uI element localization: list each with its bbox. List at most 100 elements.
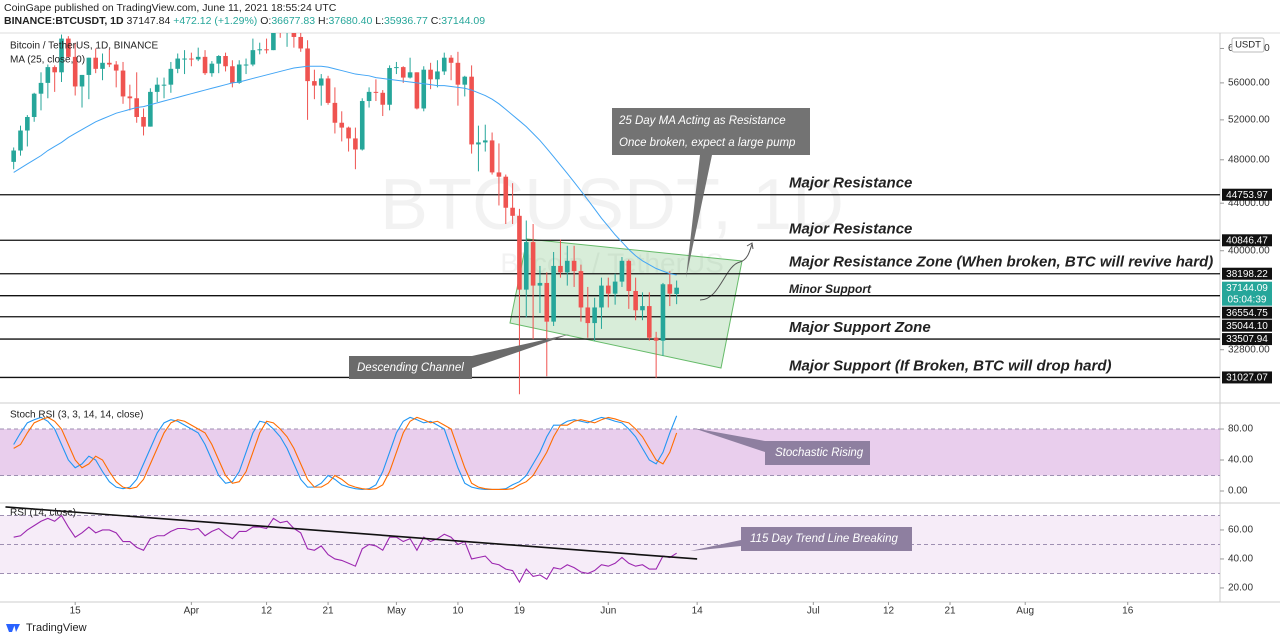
main-title: Bitcoin / TetherUS, 1D, BINANCE <box>10 41 159 52</box>
y-tick-label: 56000.00 <box>1228 78 1270 89</box>
y-tick-label: 44000.00 <box>1228 198 1270 209</box>
level-label: 33507.94 <box>1226 334 1268 345</box>
x-tick-label: Apr <box>184 606 200 617</box>
candle-body <box>653 337 659 341</box>
arrow-head <box>746 242 754 250</box>
y-tick-label: 60.00 <box>1228 525 1253 536</box>
level-label: 35044.10 <box>1226 321 1268 332</box>
x-tick-label: 12 <box>883 606 895 617</box>
y-tick-label: 32800.00 <box>1228 344 1270 355</box>
y-tick-label: 40.00 <box>1228 554 1253 565</box>
ohlc-key: O: <box>260 15 272 27</box>
candle-body <box>318 78 324 86</box>
osc-line <box>13 514 677 584</box>
trend-line <box>5 506 698 560</box>
candle-body <box>394 67 399 69</box>
candle-body <box>414 72 420 109</box>
x-tick-label: 12 <box>261 606 273 617</box>
candle-body <box>482 140 488 143</box>
candle-body <box>380 92 386 105</box>
candle-body <box>120 70 126 97</box>
last-price-label: 37144.09 <box>1226 283 1268 294</box>
candle-body <box>305 48 310 82</box>
band-fill <box>0 429 1220 476</box>
candle-body <box>599 285 604 308</box>
ohlc-key: L: <box>375 15 385 27</box>
level-label-box <box>1222 188 1272 201</box>
candle-body <box>667 284 673 294</box>
ohlc-key: H: <box>318 15 329 27</box>
currency: USDT <box>1235 40 1261 51</box>
level-label-box <box>1222 234 1272 247</box>
y-tick-label: 48000.00 <box>1228 154 1270 165</box>
candle-body <box>523 242 529 290</box>
level-note: Major Resistance <box>789 220 912 237</box>
candle-body <box>660 284 666 341</box>
candle-body <box>38 82 44 94</box>
candle-body <box>25 116 30 131</box>
candle-body <box>578 271 584 308</box>
overlay: 25 Day MA Acting as Resistance Once brok… <box>349 108 1213 551</box>
candle-body <box>230 66 235 83</box>
candle-body <box>646 306 652 338</box>
header: CoinGape published on TradingView.com, J… <box>4 2 485 28</box>
candle-body <box>544 282 550 322</box>
x-tick-label: Aug <box>1016 606 1034 617</box>
footer: TradingView <box>26 622 87 634</box>
last-price-box <box>1222 281 1272 306</box>
callout-text: Once broken, expect a large pump <box>619 137 796 149</box>
symbol: BINANCE:BTCUSDT, 1D <box>4 15 124 27</box>
level-note: Major Support (If Broken, BTC will drop … <box>789 357 1112 374</box>
candle-body <box>585 307 591 324</box>
candle-body <box>154 84 160 92</box>
candle-body <box>455 62 461 85</box>
candle-body <box>640 306 645 311</box>
x-tick-label: 21 <box>944 606 956 617</box>
x-tick-label: May <box>387 606 406 617</box>
x-tick-label: Jul <box>807 606 820 617</box>
candle-body <box>236 64 242 83</box>
candle-body <box>387 67 392 105</box>
candle-body <box>257 49 263 51</box>
candle-body <box>605 285 611 294</box>
quote-line: BINANCE:BTCUSDT, 1D 37147.84 +472.12 (+1… <box>4 15 485 28</box>
axes: 60000.0056000.0052000.0048000.0044000.00… <box>70 43 1272 617</box>
y-tick-label: 40000.00 <box>1228 245 1270 256</box>
ohlc-o: O:36677.83 <box>260 15 315 27</box>
candle-body <box>551 265 556 322</box>
main-pane <box>0 19 1220 395</box>
ohlc-value: 35936.77 <box>384 15 428 27</box>
y-tick-label: 52000.00 <box>1228 114 1270 125</box>
candle-body <box>168 68 174 85</box>
channel-callout <box>349 334 570 379</box>
rsi-annotation: 115 Day Trend Line Breaking <box>750 533 898 545</box>
candle-body <box>291 33 297 37</box>
candle-body <box>448 57 454 63</box>
candle-body <box>592 307 597 324</box>
level-label-box <box>1222 306 1272 319</box>
candle-body <box>271 33 276 51</box>
x-tick-label: 14 <box>692 606 704 617</box>
ohlc-l: L:35936.77 <box>375 15 428 27</box>
stoch-callout <box>693 428 870 465</box>
candle-body <box>400 67 406 78</box>
candle-body <box>469 76 474 145</box>
candle-body <box>264 49 269 51</box>
candle-body <box>278 19 283 25</box>
y-tick-label: 20.00 <box>1228 583 1253 594</box>
y-tick-label: 40.00 <box>1228 455 1253 466</box>
projection-arrow <box>699 243 753 301</box>
candle-body <box>216 56 222 64</box>
candle-body <box>435 71 440 80</box>
x-tick-label: 10 <box>452 606 464 617</box>
ohlc-value: 37680.40 <box>328 15 373 27</box>
candle-body <box>353 138 358 150</box>
candle-body <box>325 78 331 103</box>
candle-body <box>93 57 98 69</box>
countdown: 05:04:39 <box>1228 294 1267 305</box>
ohlc-key: C: <box>430 15 442 27</box>
candle-body <box>11 150 16 162</box>
x-tick-label: 16 <box>1122 606 1134 617</box>
change: +472.12 (+1.29%) <box>173 15 258 27</box>
